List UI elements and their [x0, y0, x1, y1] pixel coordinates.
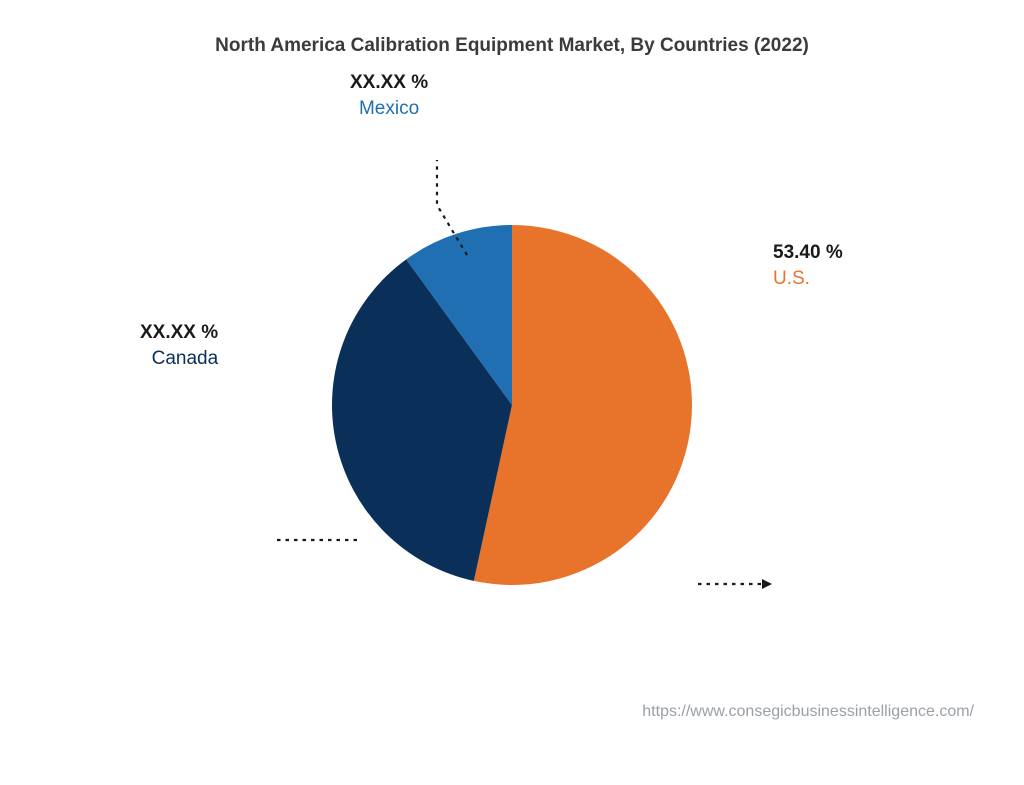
slice-pct: XX.XX % [350, 70, 428, 96]
footer-link: https://www.consegicbusinessintelligence… [642, 703, 974, 721]
slice-name: U.S. [773, 266, 843, 292]
slice-pct: 53.40 % [773, 240, 843, 266]
slice-label-canada: XX.XX %Canada [140, 320, 218, 371]
slice-pct: XX.XX % [140, 320, 218, 346]
slice-label-us: 53.40 %U.S. [773, 240, 843, 291]
slice-name: Mexico [350, 96, 428, 122]
pie-chart [132, 25, 892, 785]
slice-name: Canada [140, 346, 218, 372]
leader-arrow [762, 579, 772, 589]
slice-label-mexico: XX.XX %Mexico [350, 70, 428, 121]
